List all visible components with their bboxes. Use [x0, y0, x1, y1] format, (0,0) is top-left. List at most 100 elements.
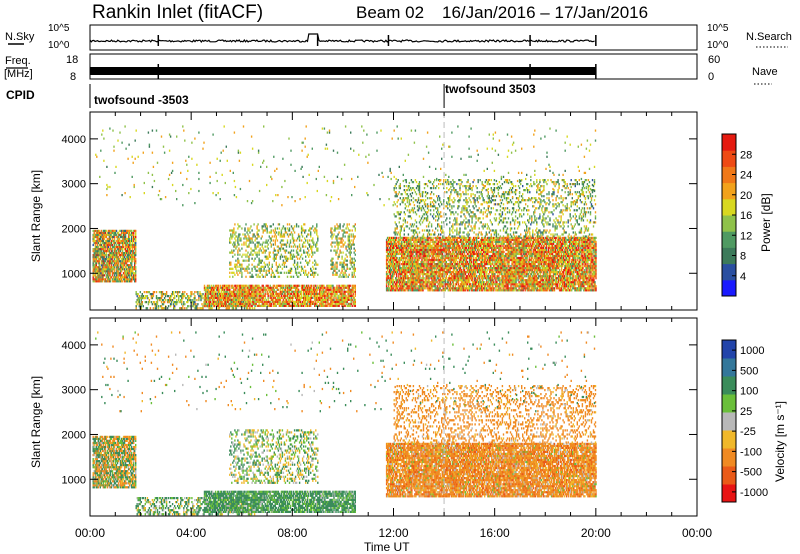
data-cell [330, 288, 332, 291]
data-cell [121, 243, 124, 247]
data-cell [428, 256, 430, 260]
data-cell [266, 245, 268, 248]
data-cell [312, 253, 314, 256]
data-cell [107, 237, 110, 241]
data-cell [347, 298, 349, 301]
data-cell [333, 286, 335, 289]
data-cell [331, 241, 333, 244]
data-cell [95, 252, 97, 255]
data-cell [310, 296, 312, 299]
data-cell [245, 255, 247, 258]
data-cell [328, 284, 330, 287]
data-cell [187, 295, 189, 298]
data-cell [105, 258, 108, 261]
data-cell [325, 290, 327, 293]
data-cell [125, 274, 128, 277]
data-cell [240, 284, 242, 287]
data-cell [138, 297, 140, 300]
data-cell [131, 239, 133, 243]
data-cell [310, 300, 312, 303]
data-cell [292, 284, 295, 287]
data-cell [400, 285, 402, 288]
data-cell [225, 302, 227, 305]
data-cell [103, 233, 106, 236]
data-cell [131, 270, 133, 273]
data-cell [272, 239, 274, 242]
data-cell [122, 256, 125, 259]
data-cell [402, 254, 404, 258]
data-cell [120, 245, 123, 249]
data-cell [235, 307, 238, 310]
data-cell [339, 263, 341, 266]
data-cell [245, 223, 247, 226]
data-cell [309, 286, 311, 289]
data-cell [308, 296, 310, 299]
data-cell [206, 298, 209, 301]
data-cell [280, 239, 283, 242]
data-cell [268, 300, 270, 303]
data-cell [301, 300, 304, 303]
data-cell [298, 245, 301, 248]
data-cell [334, 273, 336, 276]
data-cell [283, 292, 286, 295]
data-cell [145, 307, 147, 310]
data-cell [313, 302, 315, 305]
data-cell [297, 290, 300, 293]
data-cell [116, 262, 119, 265]
data-cell [276, 227, 279, 230]
data-cell [102, 229, 104, 232]
data-cell [386, 246, 389, 249]
data-cell [242, 284, 244, 287]
data-cell [387, 248, 390, 252]
data-cell [280, 229, 283, 232]
data-cell [255, 300, 257, 303]
data-cell [309, 300, 311, 303]
data-cell [339, 249, 341, 252]
data-cell [104, 258, 107, 261]
data-cell [127, 278, 130, 281]
data-cell [267, 284, 269, 287]
data-cell [235, 259, 237, 262]
data-cell [98, 243, 100, 247]
data-cell [253, 223, 255, 226]
data-cell [122, 231, 125, 234]
data-cell [342, 284, 344, 287]
data-cell [272, 288, 274, 291]
data-cell [284, 300, 287, 303]
data-cell [109, 266, 112, 269]
data-cell [337, 255, 339, 258]
data-cell [324, 304, 326, 307]
data-cell [116, 266, 119, 269]
data-cell [102, 268, 104, 271]
data-cell [101, 272, 103, 275]
data-cell [401, 281, 403, 284]
data-cell [339, 273, 341, 276]
data-cell [165, 291, 168, 294]
data-cell [283, 296, 286, 299]
data-cell [315, 296, 317, 299]
data-cell [284, 284, 287, 287]
data-cell [352, 294, 354, 297]
data-cell [95, 250, 97, 253]
data-cell [167, 295, 170, 298]
data-cell [212, 296, 215, 299]
data-cell [101, 256, 103, 259]
data-cell [268, 286, 270, 289]
data-cell [392, 248, 394, 252]
freq-trace [90, 64, 597, 79]
data-cell [348, 273, 350, 276]
data-cell [194, 303, 196, 306]
data-cell [326, 304, 328, 307]
data-cell [250, 296, 252, 299]
data-cell [390, 269, 392, 272]
data-cell [293, 300, 296, 303]
data-cell [241, 292, 243, 295]
data-cell [336, 273, 338, 276]
data-cell [123, 237, 126, 241]
data-cell [162, 299, 165, 302]
data-cell [219, 288, 221, 291]
data-cell [116, 245, 119, 249]
data-cell [279, 247, 282, 250]
data-cell [331, 292, 333, 295]
data-cell [411, 254, 413, 258]
